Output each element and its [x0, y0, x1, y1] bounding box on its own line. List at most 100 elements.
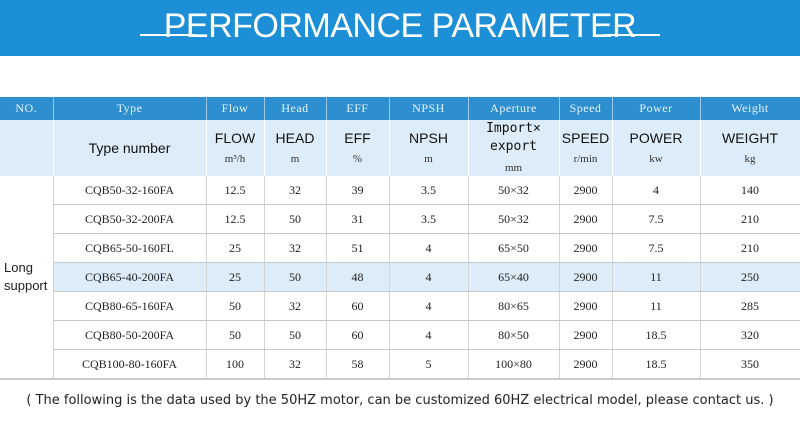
eff-label: EFF — [344, 130, 371, 146]
cell-npsh: 3.5 — [389, 204, 469, 234]
cell-type: CQB50-32-200FA — [53, 204, 207, 234]
cell-type: CQB65-50-160FL — [53, 233, 207, 263]
power-unit: kw — [649, 153, 663, 165]
weight-unit: kg — [744, 153, 756, 165]
title-banner: PERFORMANCE PARAMETER — [0, 0, 800, 56]
subheader-power: POWER kw — [612, 120, 701, 176]
page-title: PERFORMANCE PARAMETER — [163, 7, 637, 45]
col-header-weight: Weight — [700, 97, 800, 120]
col-header-head: Head — [264, 97, 327, 120]
subheader-speed: SPEED r/min — [559, 120, 613, 176]
performance-table: NO. Type Flow Head EFF NPSH Aperture Spe… — [0, 97, 800, 379]
cell-eff: 51 — [326, 233, 390, 263]
cell-speed: 2900 — [559, 262, 613, 292]
cell-eff: 60 — [326, 320, 390, 350]
cell-head: 50 — [264, 320, 327, 350]
cell-aperture: 65×40 — [468, 262, 560, 292]
col-header-power: Power — [612, 97, 701, 120]
eff-unit: % — [352, 153, 363, 165]
cell-head: 32 — [264, 176, 327, 205]
cell-npsh: 5 — [389, 349, 469, 379]
cell-head: 32 — [264, 291, 327, 321]
power-label: POWER — [629, 130, 683, 146]
banner-divider-right — [604, 34, 660, 36]
cell-flow: 12.5 — [206, 176, 265, 205]
table-row: CQB80-65-160FA 50 32 60 4 80×65 2900 11 … — [0, 291, 800, 321]
table-row: CQB50-32-200FA 12.5 50 31 3.5 50×32 2900… — [0, 204, 800, 234]
cell-aperture: 100×80 — [468, 349, 560, 379]
col-header-no: NO. — [0, 97, 54, 120]
table-body: Long support CQB50-32-160FA 12.5 32 39 3… — [0, 176, 800, 379]
col-header-npsh: NPSH — [389, 97, 469, 120]
cell-eff: 60 — [326, 291, 390, 321]
cell-aperture: 65×50 — [468, 233, 560, 263]
cell-type: CQB50-32-160FA — [53, 176, 207, 205]
flow-label: FLOW — [214, 130, 256, 146]
cell-type: CQB80-50-200FA — [53, 320, 207, 350]
footer-note: ( The following is the data used by the … — [26, 393, 774, 408]
cell-head: 50 — [264, 204, 327, 234]
cell-aperture: 50×32 — [468, 204, 560, 234]
cell-speed: 2900 — [559, 204, 613, 234]
cell-power: 18.5 — [612, 349, 701, 379]
cell-type: CQB80-65-160FA — [53, 291, 207, 321]
cell-flow: 100 — [206, 349, 265, 379]
table-row-highlighted: CQB65-40-200FA 25 50 48 4 65×40 2900 11 … — [0, 262, 800, 292]
weight-label: WEIGHT — [722, 130, 778, 146]
banner-divider-left — [140, 34, 196, 36]
cell-speed: 2900 — [559, 176, 613, 205]
col-header-flow: Flow — [206, 97, 265, 120]
cell-type: CQB65-40-200FA — [53, 262, 207, 292]
subheader-weight: WEIGHT kg — [700, 120, 800, 176]
cell-flow: 12.5 — [206, 204, 265, 234]
cell-weight: 285 — [700, 291, 800, 321]
header-row-sub: Type number FLOW m³/h HEAD m EFF% NPSH m Im… — [0, 120, 800, 176]
cell-flow: 25 — [206, 233, 265, 263]
subheader-head: HEAD m — [264, 120, 327, 176]
cell-speed: 2900 — [559, 233, 613, 263]
cell-eff: 48 — [326, 262, 390, 292]
cell-npsh: 4 — [389, 291, 469, 321]
table-row: CQB65-50-160FL 25 32 51 4 65×50 2900 7.5… — [0, 233, 800, 263]
cell-flow: 25 — [206, 262, 265, 292]
aperture-label: Import× export — [486, 121, 541, 154]
cell-aperture: 80×65 — [468, 291, 560, 321]
col-header-aperture: Aperture — [468, 97, 560, 120]
flow-unit: m³/h — [224, 153, 246, 165]
col-header-type: Type — [53, 97, 207, 120]
cell-weight: 320 — [700, 320, 800, 350]
subheader-flow: FLOW m³/h — [206, 120, 265, 176]
cell-head: 32 — [264, 349, 327, 379]
cell-aperture: 50×32 — [468, 176, 560, 205]
head-unit: m — [290, 153, 300, 165]
cell-npsh: 3.5 — [389, 176, 469, 205]
cell-power: 7.5 — [612, 204, 701, 234]
cell-head: 50 — [264, 262, 327, 292]
cell-power: 7.5 — [612, 233, 701, 263]
cell-power: 18.5 — [612, 320, 701, 350]
cell-head: 32 — [264, 233, 327, 263]
subheader-eff: EFF% — [326, 120, 390, 176]
table-row: CQB80-50-200FA 50 50 60 4 80×50 2900 18.… — [0, 320, 800, 350]
cell-eff: 31 — [326, 204, 390, 234]
cell-speed: 2900 — [559, 291, 613, 321]
cell-npsh: 4 — [389, 320, 469, 350]
cell-power: 11 — [612, 262, 701, 292]
cell-weight: 210 — [700, 204, 800, 234]
cell-power: 11 — [612, 291, 701, 321]
speed-label: SPEED — [561, 130, 610, 146]
header-row-top: NO. Type Flow Head EFF NPSH Aperture Spe… — [0, 97, 800, 120]
subheader-type-number: Type number — [53, 120, 207, 176]
footer-divider — [0, 379, 800, 380]
cell-speed: 2900 — [559, 320, 613, 350]
cell-type: CQB100-80-160FA — [53, 349, 207, 379]
cell-flow: 50 — [206, 320, 265, 350]
table-row: Long support CQB50-32-160FA 12.5 32 39 3… — [0, 176, 800, 379]
cell-power: 4 — [612, 176, 701, 205]
aperture-unit: mm — [504, 162, 523, 174]
cell-weight: 250 — [700, 262, 800, 292]
cell-eff: 58 — [326, 349, 390, 379]
cell-speed: 2900 — [559, 349, 613, 379]
cell-npsh: 4 — [389, 233, 469, 263]
type-number-label: Type number — [88, 140, 171, 156]
